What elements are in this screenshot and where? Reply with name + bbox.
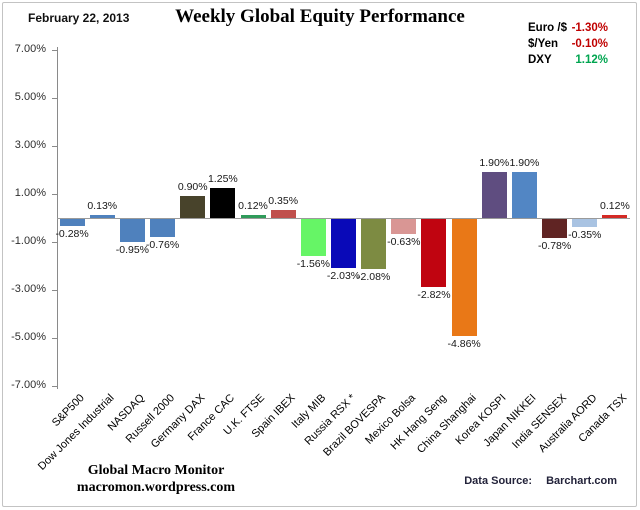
bar-china-shanghai	[451, 219, 477, 336]
bar-france-cac	[210, 188, 236, 218]
fx-value: -0.10%	[571, 38, 608, 50]
zero-line	[57, 218, 630, 219]
bar-mexico-bolsa	[391, 219, 417, 235]
bar-value-label: -0.35%	[568, 229, 602, 242]
bar-value-label: 1.90%	[509, 157, 540, 170]
brand-url: macromon.wordpress.com	[76, 480, 236, 495]
bar-russia-rsx-	[331, 219, 356, 268]
fx-row-1: $/Yen -0.10%	[528, 36, 608, 52]
y-tick-label: -1.00%	[11, 235, 46, 247]
date-label: February 22, 2013	[28, 11, 130, 25]
y-tick	[52, 98, 57, 99]
fx-value: -1.30%	[571, 22, 608, 34]
page-title: Weekly Global Equity Performance	[175, 6, 465, 27]
bar-value-label: -0.78%	[537, 239, 572, 252]
bar-nasdaq	[119, 219, 145, 242]
bar-spain-ibex	[270, 209, 296, 218]
bar-italy-mib	[300, 219, 326, 257]
bar-value-label: 0.90%	[177, 181, 208, 194]
bar-hk-hang-seng	[421, 219, 447, 287]
bar-value-label: -2.82%	[417, 288, 451, 301]
bar-value-label: -1.56%	[296, 258, 330, 271]
bar-korea-kospi	[481, 172, 507, 218]
bar-dow-jones-industrial	[89, 214, 115, 218]
bar-value-label: 0.13%	[87, 199, 118, 212]
y-tick	[52, 50, 57, 51]
bar-india-sensex	[542, 219, 568, 238]
bar-japan-nikkei	[511, 172, 537, 218]
bar-value-label: -0.95%	[115, 243, 150, 256]
fx-label: Euro /$	[528, 22, 567, 34]
bar-value-label: -0.63%	[387, 236, 421, 249]
bar-value-label: -2.08%	[357, 270, 391, 283]
y-tick	[52, 146, 57, 147]
bar-value-label: 1.25%	[207, 173, 238, 185]
bar-brazil-bovespa	[361, 219, 387, 269]
bar-canada-tsx	[602, 215, 628, 218]
bar-value-label: 1.90%	[479, 157, 510, 170]
bar-value-label: -2.03%	[326, 269, 361, 282]
fx-label: $/Yen	[528, 38, 559, 50]
fx-value: 1.12%	[575, 54, 608, 66]
y-tick-label: 3.00%	[14, 139, 46, 151]
bar-s-p500	[59, 219, 85, 226]
y-tick	[52, 338, 57, 339]
fx-legend: Euro /$ -1.30% $/Yen -0.10% DXY 1.12%	[528, 20, 608, 68]
fx-row-0: Euro /$ -1.30%	[528, 20, 608, 36]
bar-value-label: 0.12%	[600, 200, 630, 213]
y-tick-label: -3.00%	[11, 283, 46, 295]
y-tick-label: 7.00%	[14, 43, 46, 55]
bar-australia-aord	[572, 219, 598, 228]
bar-value-label: 0.12%	[238, 200, 268, 213]
bar-value-label: -4.86%	[447, 337, 481, 350]
bar-russell-2000	[150, 219, 176, 238]
bar-value-label: -0.28%	[55, 227, 89, 240]
y-tick	[52, 194, 57, 195]
brand-block: Global Macro Monitor macromon.wordpress.…	[50, 462, 262, 496]
fx-label: DXY	[528, 54, 552, 66]
y-tick	[52, 290, 57, 291]
data-source-label: Data Source:	[464, 475, 533, 487]
brand-name: Global Macro Monitor	[87, 463, 225, 478]
y-tick-label: -5.00%	[11, 331, 46, 343]
bar-value-label: -0.76%	[145, 239, 180, 252]
bar-germany-dax	[180, 196, 206, 218]
y-tick-label: 1.00%	[14, 187, 46, 199]
bar-value-label: 0.35%	[268, 194, 299, 207]
y-tick	[52, 386, 57, 387]
fx-row-2: DXY 1.12%	[528, 52, 608, 68]
y-tick-label: 5.00%	[14, 91, 46, 103]
y-tick-label: -7.00%	[11, 379, 46, 391]
y-tick	[52, 242, 57, 243]
data-source-value: Barchart.com	[546, 475, 617, 487]
data-source: Data Source: Barchart.com	[464, 475, 617, 487]
bar-u-k-ftse	[240, 215, 266, 218]
